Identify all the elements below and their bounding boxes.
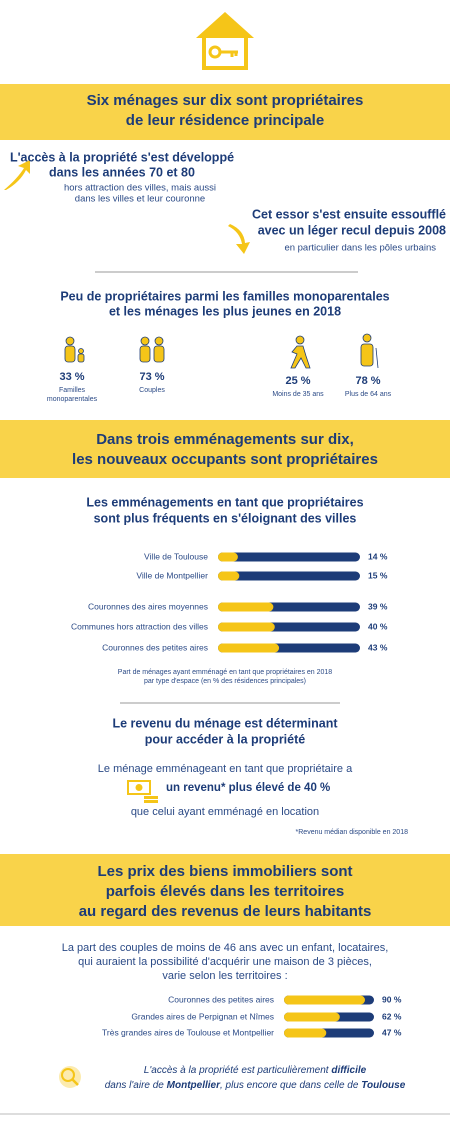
percent: 78 %	[355, 375, 380, 387]
heading: Le revenu du ménage est déterminant	[112, 716, 338, 730]
bar-label: Couronnes des petites aires	[168, 994, 274, 1004]
text: dans les villes et leur couronne	[75, 194, 205, 205]
heading: et les ménages les plus jeunes en 2018	[109, 304, 341, 318]
closing-part: L'accès à la propriété est particulièrem…	[144, 1065, 332, 1076]
bar	[218, 602, 274, 612]
label: monoparentales	[47, 396, 98, 403]
bar-label: Ville de Toulouse	[144, 551, 208, 561]
banner-text: Six ménages sur dix sont propriétaires	[87, 92, 364, 109]
closing-part: dans l'aire de	[105, 1080, 167, 1091]
label: Familles	[59, 387, 86, 394]
bar-label: Grandes aires de Perpignan et Nîmes	[131, 1011, 274, 1021]
closing-part: Montpellier	[167, 1080, 221, 1091]
banner	[0, 420, 450, 478]
closing-part: difficile	[331, 1065, 366, 1076]
footnote: *Revenu médian disponible en 2018	[296, 829, 409, 836]
arrow-down	[228, 224, 250, 254]
highlight: un revenu* plus élevé de 40 %	[166, 782, 330, 794]
value-label: 14 %	[368, 551, 388, 561]
heading: sont plus fréquents en s'éloignant des v…	[94, 511, 357, 525]
bar	[218, 643, 280, 653]
text: Le ménage emménageant en tant que propri…	[98, 763, 353, 775]
percent: 25 %	[285, 375, 310, 387]
heading: Les emménagements en tant que propriétai…	[86, 495, 363, 509]
closing: dans l'aire de Montpellier, plus encore …	[105, 1080, 406, 1091]
label: Plus de 64 ans	[345, 391, 392, 398]
text: varie selon les territoires :	[162, 970, 287, 982]
banner-text: au regard des revenus de leurs habitants	[79, 903, 372, 920]
label: Moins de 35 ans	[272, 391, 324, 398]
bar-label: Très grandes aires de Toulouse et Montpe…	[102, 1027, 274, 1037]
value-label: 39 %	[368, 601, 388, 611]
banner-text: Dans trois emménagements sur dix,	[96, 431, 354, 448]
note: par type d'espace (en % des résidences p…	[144, 678, 306, 685]
banner-text: de leur résidence principale	[126, 112, 324, 129]
arrow-up	[4, 160, 30, 190]
heading: Cet essor s'est ensuite essoufflé	[252, 207, 446, 221]
bar-label: Couronnes des aires moyennes	[88, 601, 208, 611]
label: Couples	[139, 387, 165, 394]
text: La part des couples de moins de 46 ans a…	[62, 942, 389, 954]
value-label: 15 %	[368, 570, 388, 580]
banner-text: les nouveaux occupants sont propriétaire…	[72, 451, 378, 468]
heading: L'accès à la propriété s'est développé	[10, 150, 234, 164]
value-label: 47 %	[382, 1027, 402, 1037]
bar	[218, 552, 238, 562]
closing: L'accès à la propriété est particulièrem…	[144, 1065, 367, 1076]
bar-label: Communes hors attraction des villes	[71, 621, 208, 631]
banner	[0, 854, 450, 926]
heading: Peu de propriétaires parmi les familles …	[60, 289, 389, 303]
value-label: 90 %	[382, 994, 402, 1004]
banner	[0, 84, 450, 140]
bar	[284, 1012, 340, 1022]
money-icon	[127, 780, 158, 803]
bar-chart: Ville de Toulouse 14 % Ville de Montpellie…	[71, 551, 388, 653]
value-label: 62 %	[382, 1011, 402, 1021]
note: Part de ménages ayant emménagé en tant q…	[118, 669, 333, 676]
bar-label: Couronnes des petites aires	[102, 642, 208, 652]
percent: 73 %	[139, 371, 164, 383]
people-icons	[64, 333, 379, 369]
closing-part: Toulouse	[361, 1080, 406, 1091]
heading: pour accéder à la propriété	[145, 732, 306, 746]
banner-text: Les prix des biens immobiliers sont	[97, 863, 352, 880]
bar	[218, 571, 240, 581]
value-label: 40 %	[368, 621, 388, 631]
search-icon	[59, 1066, 81, 1088]
heading: avec un léger recul depuis 2008	[258, 223, 446, 237]
heading: dans les années 70 et 80	[49, 165, 195, 179]
bar	[218, 622, 275, 632]
value-label: 43 %	[368, 642, 388, 652]
text: que celui ayant emménagé en location	[131, 806, 319, 818]
bar-track	[218, 552, 360, 562]
bar-track	[218, 571, 360, 581]
bar	[284, 995, 365, 1005]
bar	[284, 1028, 327, 1038]
bar-chart: Couronnes des petites aires 90 % Grandes a…	[102, 994, 402, 1038]
percent: 33 %	[59, 371, 84, 383]
text: qui auraient la possibilité d'acquérir u…	[78, 956, 372, 968]
closing-part: , plus encore que dans celle de	[220, 1080, 361, 1091]
house-icon	[196, 12, 254, 70]
text: hors attraction des villes, mais aussi	[64, 183, 216, 194]
banner-text: parfois élevés dans les territoires	[106, 883, 344, 900]
text: en particulier dans les pôles urbains	[284, 243, 436, 254]
bar-label: Ville de Montpellier	[136, 570, 208, 580]
